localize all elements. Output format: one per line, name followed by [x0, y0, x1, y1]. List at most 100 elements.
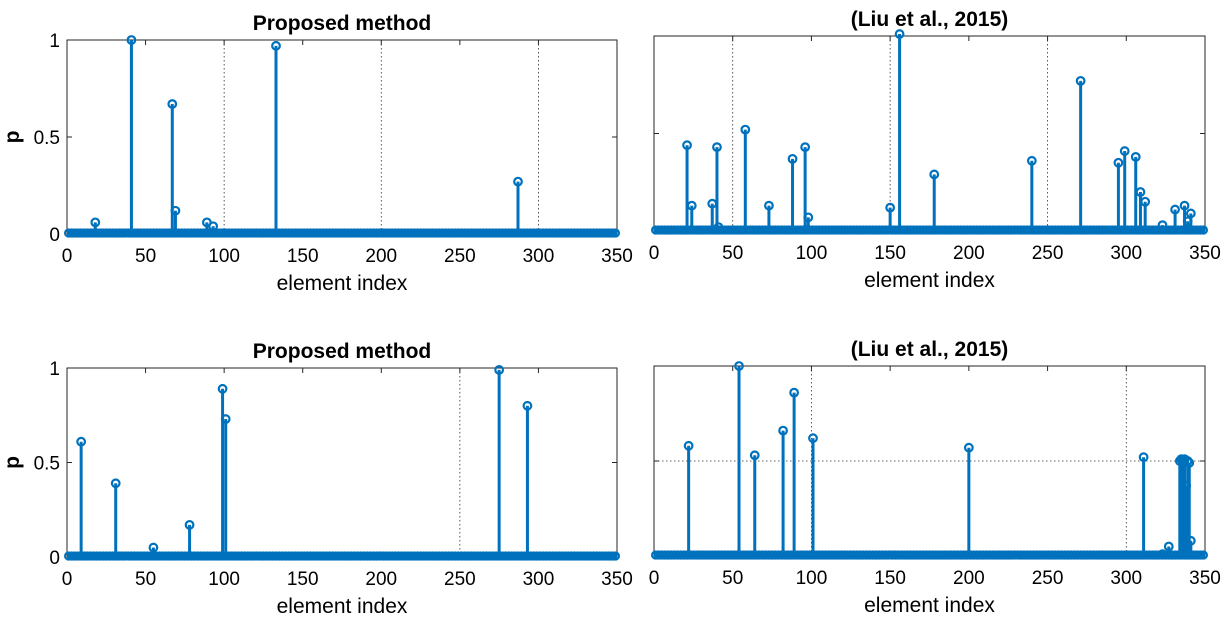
x-tick-label: 250 [1032, 243, 1064, 264]
stem-marker [734, 361, 744, 371]
zero-marker [607, 551, 617, 561]
x-tick-label: 150 [287, 246, 319, 267]
x-tick-label: 300 [1110, 243, 1142, 264]
x-axis-label: element index [277, 272, 408, 295]
stem-marker [76, 436, 87, 447]
stem-marker [1184, 458, 1195, 468]
x-tick-label: 100 [796, 243, 828, 264]
x-tick-label: 350 [601, 246, 633, 267]
stem-marker [686, 200, 697, 211]
stem-marker [1130, 151, 1141, 162]
stem-marker [217, 383, 228, 394]
y-tick-label: 0.5 [34, 454, 60, 475]
stem-marker [894, 29, 905, 39]
x-tick-label: 50 [722, 243, 743, 264]
x-tick-label: 100 [208, 246, 240, 267]
x-tick-label: 300 [523, 569, 555, 590]
stem-marker [1157, 549, 1168, 559]
stem-marker [764, 200, 774, 211]
axes-box [653, 35, 1206, 232]
zero-marker [607, 228, 617, 238]
subplot-3: 0 50 100 150 200 250 300 350 0 0.5 1 Proposed metho… [1, 340, 633, 618]
x-tick-label: 100 [208, 569, 240, 590]
stem-marker [271, 40, 281, 51]
subplot-4: 0 50 100 150 200 250 300 350 (Liu et al., 2015) e… [649, 338, 1221, 617]
stem-marker [1075, 75, 1086, 86]
stem-marker [110, 478, 121, 489]
stem-marker [885, 202, 896, 213]
stem-marker [167, 99, 178, 109]
stem-marker [1170, 204, 1180, 215]
stem-marker [800, 142, 811, 153]
stem-marker [1157, 220, 1168, 231]
stem-marker [682, 140, 692, 151]
stem-marker [1138, 452, 1149, 463]
x-axis-label: element index [864, 594, 995, 617]
x-tick-label: 200 [365, 569, 397, 590]
y-tick-label: 1 [49, 31, 60, 52]
stem-marker [713, 222, 724, 233]
x-tick-label: 250 [444, 246, 476, 267]
x-tick-label: 150 [287, 569, 319, 590]
stem-marker [494, 364, 505, 375]
x-tick-label: 50 [722, 568, 743, 589]
x-tick-label: 0 [649, 568, 660, 589]
y-tick-label: 0.5 [34, 128, 60, 149]
stem-marker [208, 221, 219, 232]
stem-marker [789, 387, 800, 398]
stem-marker [126, 35, 137, 45]
x-tick-label: 350 [1189, 568, 1221, 589]
x-tick-label: 50 [135, 246, 156, 267]
x-tick-label: 250 [444, 569, 476, 590]
subplot-2: 0 50 100 150 200 250 300 350 (Liu et al., 2015) e… [649, 8, 1221, 292]
stem-marker [1179, 200, 1190, 211]
x-axis-label: element index [277, 595, 408, 618]
x-tick-label: 350 [1189, 243, 1221, 264]
stem-marker [929, 169, 940, 180]
zero-marker [1198, 550, 1209, 560]
stem-marker [1135, 187, 1146, 197]
x-tick-label: 0 [649, 243, 660, 264]
x-tick-label: 0 [62, 569, 73, 590]
stem-marker [1140, 196, 1151, 207]
x-tick-label: 100 [796, 568, 828, 589]
x-tick-label: 200 [953, 243, 985, 264]
y-tick-label: 1 [49, 359, 60, 380]
axes-box [66, 39, 618, 235]
stem-marker [1119, 146, 1130, 156]
stem-marker [90, 217, 101, 228]
x-tick-label: 200 [953, 568, 985, 589]
stem-marker [749, 450, 760, 461]
y-tick-label: 0 [49, 548, 60, 569]
stem-marker [1026, 155, 1037, 166]
zero-marker [610, 551, 621, 561]
stem-marker [148, 542, 159, 553]
stem-marker [808, 433, 818, 444]
y-axis-label: p [1, 131, 24, 144]
zero-marker [610, 228, 621, 238]
x-tick-label: 350 [601, 569, 633, 590]
axes-box [66, 367, 618, 558]
stem-marker [787, 153, 798, 164]
x-tick-label: 150 [874, 243, 906, 264]
x-tick-label: 200 [365, 246, 397, 267]
stem-marker [1185, 535, 1196, 546]
zero-marker [1198, 225, 1209, 235]
stem-marker [778, 425, 788, 436]
x-tick-label: 0 [62, 246, 73, 267]
stem-marker [803, 212, 814, 223]
subplot-1: 0 50 100 150 200 250 300 350 0 0.5 1 Proposed metho… [1, 12, 633, 295]
y-axis-label: p [1, 456, 24, 469]
stem-marker [522, 400, 533, 411]
x-tick-label: 300 [523, 246, 555, 267]
stem-marker [1163, 541, 1174, 552]
chart-title: Proposed method [253, 12, 432, 35]
stem-marker [184, 519, 195, 530]
stem-marker [963, 442, 974, 453]
stem-marker [712, 142, 722, 153]
x-tick-label: 300 [1110, 568, 1142, 589]
stem-marker [740, 124, 751, 135]
stem-marker [1185, 208, 1196, 219]
x-axis-label: element index [864, 269, 995, 292]
